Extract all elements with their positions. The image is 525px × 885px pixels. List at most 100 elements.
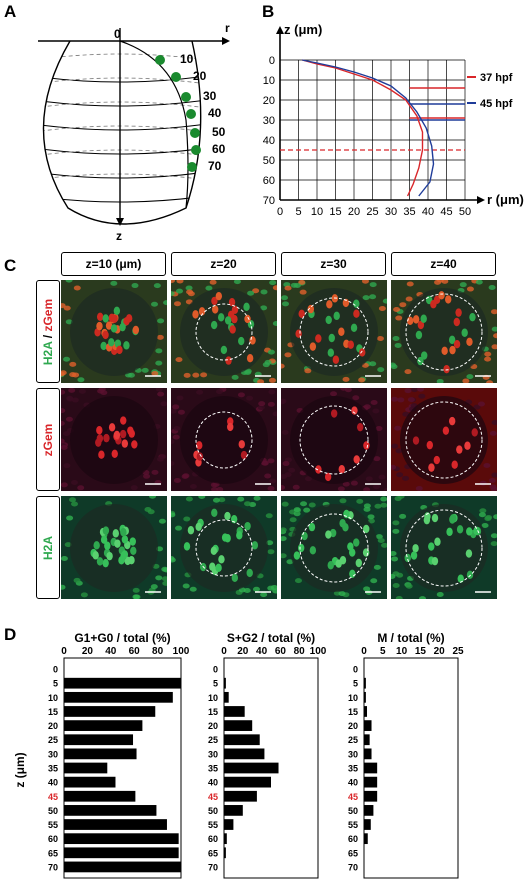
micrograph-merge-2 xyxy=(281,280,387,383)
legend-label: 45 hpf xyxy=(480,98,513,110)
depth-label: 70 xyxy=(208,159,222,173)
row-label-h2a-text: H2A xyxy=(41,341,55,365)
bar xyxy=(364,790,378,802)
y-axis-title: z (μm) xyxy=(284,22,322,37)
series-line-45hpf xyxy=(302,59,435,197)
depth-label: 60 xyxy=(212,142,226,156)
series-line-37hpf xyxy=(302,59,424,197)
bar xyxy=(364,805,374,816)
cup-outline xyxy=(42,40,202,225)
x-tick-label: 40 xyxy=(256,646,268,657)
y-tick-label: 5 xyxy=(53,679,58,689)
y-tick-label: 70 xyxy=(48,862,58,872)
lens-boundary-curve xyxy=(119,40,189,209)
bar xyxy=(364,748,372,760)
bar xyxy=(64,833,179,845)
y-tick-label: 15 xyxy=(348,707,358,717)
bar xyxy=(64,847,179,859)
x-tick-label: 20 xyxy=(82,646,94,657)
bar xyxy=(224,748,265,760)
micrograph-zgem-1 xyxy=(171,388,277,491)
plot-frame xyxy=(363,657,459,879)
bar xyxy=(364,776,378,788)
y-tick-label: 10 xyxy=(208,693,218,703)
y-tick-label: 20 xyxy=(208,721,218,731)
bar xyxy=(64,790,136,802)
x-tick-label: 35 xyxy=(403,206,415,218)
x-tick-label: 100 xyxy=(173,646,190,657)
y-tick-label: 20 xyxy=(48,721,58,731)
x-tick-label: 0 xyxy=(361,646,367,657)
x-tick-label: 20 xyxy=(434,646,446,657)
y-tick-label: 25 xyxy=(208,735,218,745)
y-tick-label: 60 xyxy=(208,834,218,844)
dashed-ring xyxy=(195,411,253,469)
x-tick-label: 100 xyxy=(310,646,327,657)
y-tick-label: 0 xyxy=(269,55,275,67)
micrograph-grid: z=10 (μm) z=20 z=30 z=40 H2A / zGem zGem… xyxy=(0,250,525,610)
row-label-zgem-text: zGem xyxy=(41,298,55,332)
dashed-ring xyxy=(405,509,483,587)
panel-label-c: C xyxy=(4,256,17,275)
y-axis-arrow xyxy=(276,26,284,34)
y-tick-label: 70 xyxy=(208,862,218,872)
bar xyxy=(224,734,260,746)
bar xyxy=(224,706,245,717)
dashed-ring xyxy=(405,401,483,479)
bar xyxy=(64,677,181,689)
column-header-z20: z=20 xyxy=(171,252,276,276)
bar xyxy=(64,691,173,703)
bar xyxy=(224,677,226,689)
x-tick-label: 15 xyxy=(415,646,427,657)
y-tick-label: 30 xyxy=(48,749,58,759)
bar xyxy=(364,706,368,717)
bar xyxy=(364,720,372,731)
bar xyxy=(64,776,116,788)
y-tick-label: 45 xyxy=(348,792,358,802)
micrograph-zgem-3 xyxy=(391,388,497,491)
bar xyxy=(364,833,368,845)
y-tick-label: 5 xyxy=(353,679,358,689)
y-tick-label: 10 xyxy=(263,75,275,87)
y-tick-label: 25 xyxy=(348,735,358,745)
row-label-merge: H2A / zGem xyxy=(36,280,60,383)
y-tick-label: 50 xyxy=(208,806,218,816)
x-tick-label: 80 xyxy=(152,646,164,657)
y-tick-label: 40 xyxy=(48,778,58,788)
column-header-z40: z=40 xyxy=(391,252,496,276)
row-label-zgem-text: zGem xyxy=(41,423,55,456)
x-tick-label: 5 xyxy=(380,646,386,657)
y-tick-label: 15 xyxy=(208,707,218,717)
y-tick-label: 15 xyxy=(48,707,58,717)
micrograph-merge-3 xyxy=(391,280,497,383)
bar xyxy=(224,776,271,788)
dashed-ring xyxy=(405,293,483,371)
bar xyxy=(364,734,370,746)
y-tick-label: 25 xyxy=(48,735,58,745)
y-tick-label: 60 xyxy=(263,175,275,187)
y-tick-label: 45 xyxy=(208,792,218,802)
y-tick-label: 65 xyxy=(348,848,358,858)
x-tick-label: 10 xyxy=(311,206,323,218)
column-header-z10: z=10 (μm) xyxy=(61,252,166,276)
y-tick-label: 10 xyxy=(48,693,58,703)
micrograph-h2a-1 xyxy=(171,496,277,599)
column-header-z30: z=30 xyxy=(281,252,386,276)
bar xyxy=(224,720,253,731)
x-tick-label: 80 xyxy=(294,646,306,657)
bar xyxy=(224,805,243,816)
y-tick-label: 55 xyxy=(48,820,58,830)
y-tick-label: 55 xyxy=(348,820,358,830)
x-axis-arrow xyxy=(477,196,485,204)
y-tick-label: 20 xyxy=(348,721,358,731)
x-tick-label: 50 xyxy=(459,206,471,218)
y-tick-label: 30 xyxy=(208,749,218,759)
z-axis-label: z xyxy=(116,229,122,243)
x-tick-label: 20 xyxy=(348,206,360,218)
y-tick-label: 70 xyxy=(348,862,358,872)
bar xyxy=(64,762,108,774)
x-tick-label: 30 xyxy=(385,206,397,218)
micrograph-h2a-0 xyxy=(61,496,167,599)
bar xyxy=(64,805,157,816)
bar xyxy=(64,819,167,830)
